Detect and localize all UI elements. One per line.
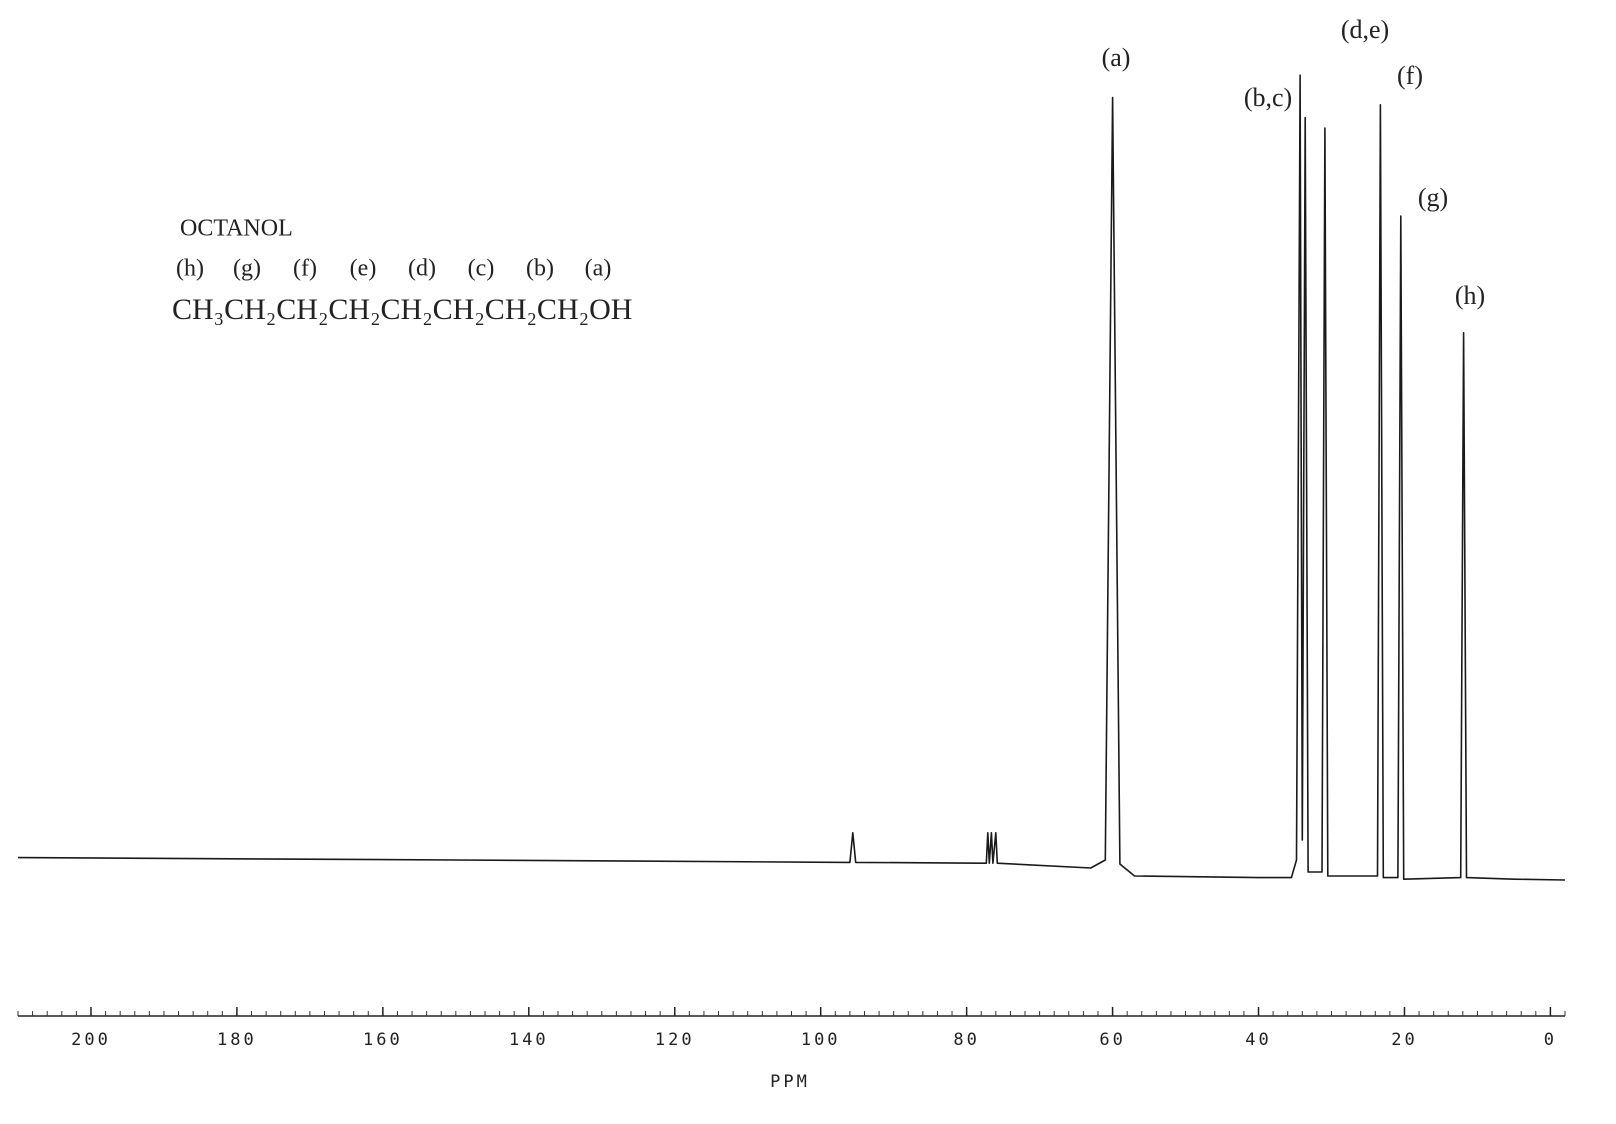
x-tick-label: 40 bbox=[1245, 1030, 1271, 1050]
atom-label: (a) bbox=[585, 256, 612, 282]
atom-label: (f) bbox=[293, 256, 317, 282]
compound-name: OCTANOL bbox=[180, 216, 293, 242]
peak-labels: (a) (b,c) (d,e) (f) (g) (h) bbox=[1102, 15, 1486, 310]
atom-label: (b) bbox=[526, 256, 554, 282]
x-tick-label: 80 bbox=[953, 1030, 979, 1050]
spectrum-line bbox=[17, 74, 1566, 881]
atom-label: (d) bbox=[408, 256, 436, 282]
x-tick-label: 100 bbox=[801, 1030, 841, 1050]
peak-label: (f) bbox=[1397, 61, 1423, 90]
atom-label: (e) bbox=[350, 256, 377, 282]
peak-label: (d,e) bbox=[1341, 15, 1389, 44]
x-axis-label: PPM bbox=[770, 1072, 810, 1092]
x-tick-label: 200 bbox=[71, 1030, 111, 1050]
structure: OCTANOL (h) (g) (f) (e) (d) (c) (b) (a) … bbox=[172, 216, 632, 326]
peak-label: (a) bbox=[1102, 43, 1131, 72]
atom-label: (h) bbox=[176, 256, 204, 282]
peak-label: (h) bbox=[1455, 281, 1485, 310]
peak-label: (g) bbox=[1418, 183, 1448, 212]
x-tick-label: 160 bbox=[363, 1030, 403, 1050]
x-tick-label: 180 bbox=[217, 1030, 257, 1050]
formula: CH₃CH₂CH₂CH₂CH₂CH₂CH₂CH₂OH bbox=[172, 293, 632, 326]
x-tick-label: 0 bbox=[1544, 1030, 1557, 1050]
peak-label: (b,c) bbox=[1244, 83, 1292, 112]
x-tick-label: 140 bbox=[509, 1030, 549, 1050]
atom-label: (c) bbox=[468, 256, 495, 282]
x-tick-label: 20 bbox=[1391, 1030, 1417, 1050]
x-tick-label: 60 bbox=[1099, 1030, 1125, 1050]
atom-label: (g) bbox=[233, 256, 261, 282]
x-tick-label: 120 bbox=[655, 1030, 695, 1050]
